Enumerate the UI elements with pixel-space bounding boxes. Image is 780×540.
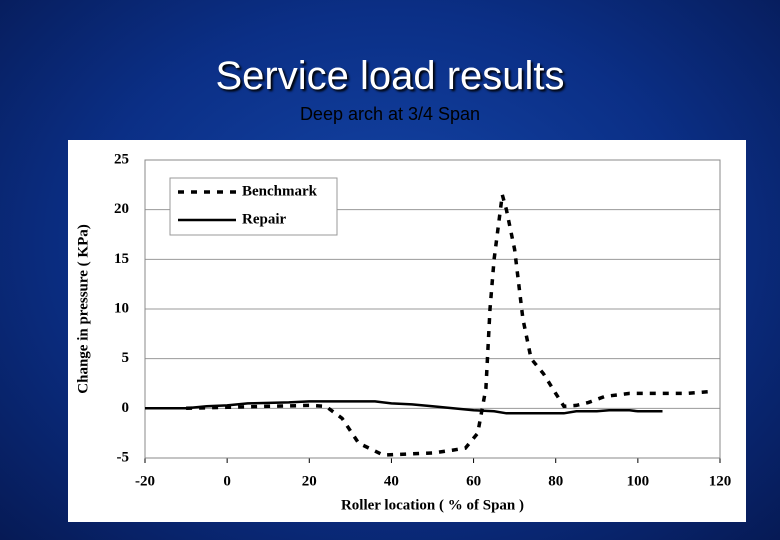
plot-border [144, 159, 721, 459]
x-tick-label: 120 [709, 473, 732, 489]
x-tick-label: 100 [627, 473, 650, 489]
legend-box [169, 177, 338, 236]
x-tick-label: 80 [548, 473, 563, 489]
legend-label: Benchmark [242, 183, 318, 199]
x-tick-label: 60 [466, 473, 481, 489]
slide-title: Service load results [215, 54, 565, 98]
y-tick-label: 10 [114, 300, 129, 316]
y-tick-label: 0 [122, 400, 130, 416]
y-axis-label: Change in pressure ( KPa) [75, 224, 91, 393]
y-tick-label: 20 [114, 201, 129, 217]
y-tick-label: 15 [114, 251, 129, 267]
data-line [186, 194, 712, 457]
y-tick-label: 5 [122, 350, 130, 366]
data-line [145, 400, 663, 415]
x-tick-label: 20 [302, 473, 317, 489]
x-tick-label: 0 [223, 473, 231, 489]
legend-label: Repair [242, 211, 287, 227]
x-tick-label: -20 [135, 473, 155, 489]
x-axis-label: Roller location ( % of Span ) [341, 497, 524, 513]
y-tick-label: -5 [117, 449, 130, 465]
x-tick-label: 40 [384, 473, 399, 489]
y-tick-label: 25 [114, 151, 129, 167]
slide-subtitle: Deep arch at 3/4 Span [299, 104, 481, 124]
